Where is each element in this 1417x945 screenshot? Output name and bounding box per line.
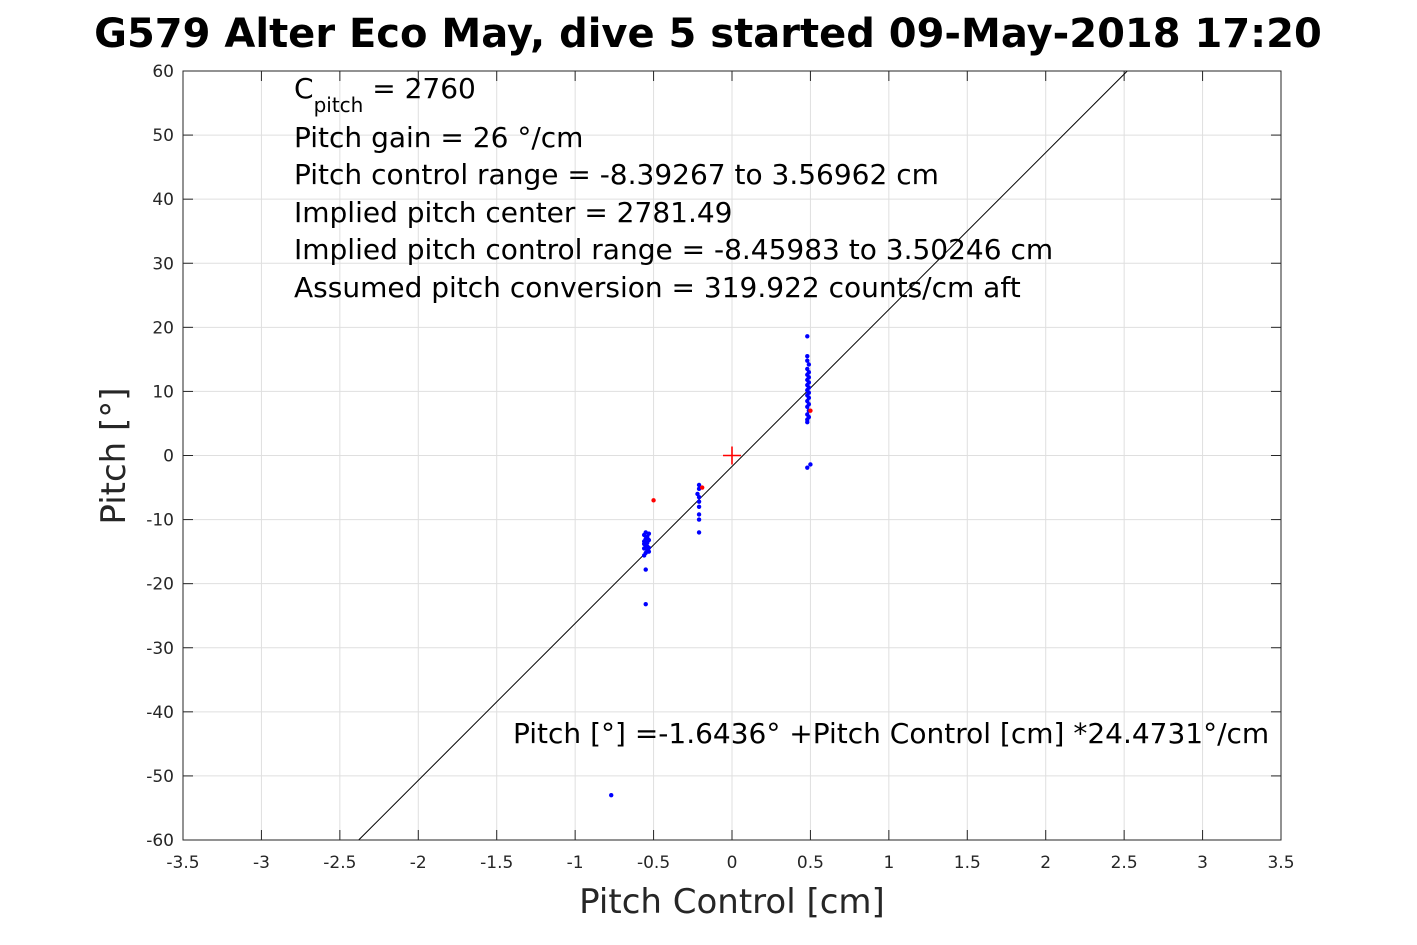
x-tick-label: -2.5: [323, 853, 356, 873]
plot-frame: [182, 70, 1282, 841]
center-plus-marker: [723, 446, 741, 465]
annotation-c-pitch-sub: pitch: [314, 93, 364, 117]
scatter-point: [806, 362, 812, 367]
x-tick-label: 1: [883, 853, 894, 873]
y-tick-label: 40: [152, 190, 174, 210]
y-tick-label: 20: [152, 318, 174, 338]
y-axis-label: Pitch [°]: [94, 387, 134, 524]
scatter-point: [696, 504, 702, 509]
x-tick-label: -2: [410, 853, 427, 873]
y-tick-label: -50: [146, 767, 174, 787]
x-tick-label: 3: [1197, 853, 1208, 873]
scatter-point: [699, 485, 705, 490]
y-tick-label: -10: [146, 511, 174, 531]
y-tick-label: -60: [146, 831, 174, 851]
x-tick-label: 3.5: [1267, 853, 1294, 873]
annotation-c-pitch-value: = 2760: [363, 72, 476, 105]
scatter-point: [643, 601, 648, 607]
y-tick-label: 10: [152, 382, 174, 402]
scatter-point: [695, 491, 700, 497]
scatter-point: [805, 358, 810, 363]
scatter-point: [805, 353, 810, 359]
y-tick-label: 60: [152, 62, 174, 82]
scatter-point: [696, 512, 702, 517]
scatter-point: [805, 465, 810, 470]
scatter-point: [808, 462, 813, 467]
y-tick-label: -30: [146, 639, 174, 659]
y-tick-label: -40: [146, 703, 174, 723]
annotation-control-range: Pitch control range = -8.39267 to 3.5696…: [294, 158, 939, 191]
scatter-point: [696, 499, 702, 504]
annotation-implied-range: Implied pitch control range = -8.45983 t…: [294, 233, 1053, 266]
x-tick-label: 0: [727, 853, 738, 873]
y-tick-label: 0: [163, 447, 174, 467]
x-tick-label: 1.5: [954, 853, 981, 873]
x-tick-label: -0.5: [637, 853, 670, 873]
annotation-fit-equation: Pitch [°] =-1.6436° +Pitch Control [cm] …: [513, 717, 1269, 750]
scatter-point: [651, 498, 656, 503]
scatter-point: [805, 334, 810, 339]
y-tick-label: 30: [152, 254, 174, 274]
scatter-point: [609, 792, 614, 798]
annotation-c-pitch: Cpitch = 2760: [294, 72, 476, 117]
annotation-conversion: Assumed pitch conversion = 319.922 count…: [294, 271, 1021, 304]
scatter-point: [641, 541, 647, 547]
scatter-point: [808, 408, 813, 413]
x-tick-label: -3: [253, 853, 270, 873]
fit-line-group: [358, 70, 1128, 841]
x-tick-label: -1: [567, 853, 584, 873]
x-tick-label: -1.5: [480, 853, 513, 873]
x-tick-label: 0.5: [797, 853, 824, 873]
scatter-point: [696, 482, 702, 488]
x-tick-label: -3.5: [166, 853, 199, 873]
annotation-c-pitch-main: C: [294, 72, 314, 105]
scatter-point: [643, 530, 648, 535]
scatter-point: [643, 567, 648, 572]
annotation-implied-center: Implied pitch center = 2781.49: [294, 196, 732, 229]
scatter-point: [805, 404, 810, 409]
x-tick-label: 2.5: [1111, 853, 1138, 873]
x-axis-label: Pitch Control [cm]: [579, 882, 885, 922]
scatter-point: [696, 530, 702, 535]
x-axis-ticks: -3.5 -3 -2.5 -2 -1.5 -1 -0.5 0 0.5 1 1.5 2 2.5 3 3.5: [166, 71, 1295, 873]
annotation-pitch-gain: Pitch gain = 26 °/cm: [294, 121, 583, 154]
chart-title: G579 Alter Eco May, dive 5 started 09-Ma…: [94, 11, 1322, 57]
scatter-point: [645, 544, 650, 549]
y-tick-label: 50: [152, 126, 174, 146]
x-tick-label: 2: [1040, 853, 1051, 873]
scatter-point: [646, 549, 652, 554]
grid: [182, 70, 1282, 841]
fit-line: [358, 70, 1128, 841]
scatter-point: [696, 517, 702, 522]
y-tick-label: -20: [146, 575, 174, 595]
data-points: [609, 334, 813, 798]
scatter-point: [805, 419, 810, 425]
y-axis-ticks: -60 -50 -40 -30 -20 -10 0 10 20 30 40 50 60: [146, 62, 1281, 851]
